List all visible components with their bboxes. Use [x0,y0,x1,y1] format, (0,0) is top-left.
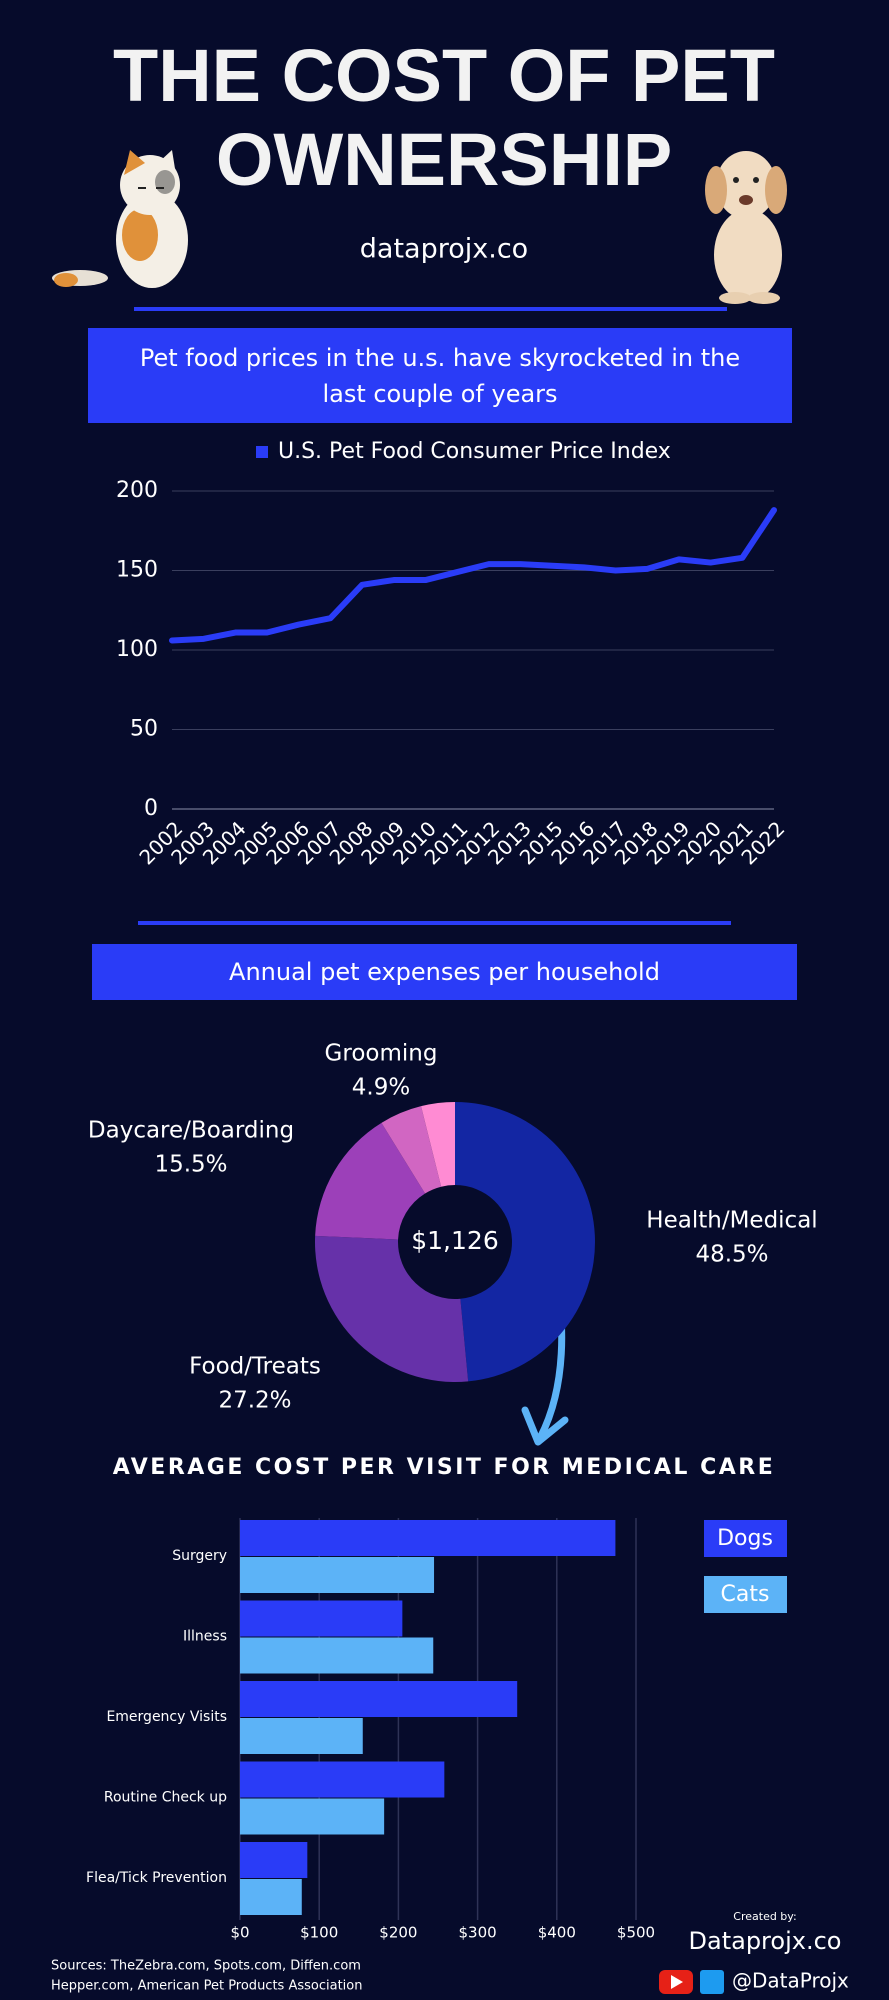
sources: Hepper.com, American Pet Products Associ… [51,1979,362,1994]
legend-label: U.S. Pet Food Consumer Price Index [278,439,671,464]
sources: Sources: TheZebra.com, Spots.com, Diffen… [51,1959,361,1974]
banner: Pet food prices in the u.s. have skyrock… [88,328,792,423]
slice-label: Grooming [325,1041,438,1067]
pie-slice [315,1122,426,1240]
bar [240,1637,434,1674]
x-tick-label: $0 [230,1924,249,1942]
bar [240,1681,518,1717]
pie-slice [455,1102,595,1382]
y-tick-label: Flea/Tick Prevention [86,1870,227,1886]
slice-value: 15.5% [154,1152,227,1178]
bar [240,1761,445,1798]
page-title: THE COST OF PET OWNERSHIP [113,34,775,201]
y-tick-label: 0 [144,796,158,821]
brand: Dataprojx.co [689,1927,842,1955]
slice-label: Daycare/Boarding [88,1118,294,1144]
handle: @DataProjx [732,1969,849,1993]
bar [240,1600,403,1637]
bar [240,1557,435,1593]
bar [240,1718,363,1754]
twitter-icon[interactable] [700,1970,724,1994]
cat-illustration [52,150,188,288]
legend-swatch [704,1520,787,1557]
pie-slice [381,1106,442,1194]
slice-label: Food/Treats [189,1354,321,1380]
y-tick-label: 100 [116,637,158,662]
y-tick-label: Routine Check up [104,1790,227,1806]
pie-center-label: $1,126 [411,1226,498,1255]
chart-title: AVERAGE COST PER VISIT FOR MEDICAL CARE [113,1455,776,1480]
site: dataprojx.co [360,234,528,265]
created-by: Created by: [733,1910,796,1923]
banner: Annual pet expenses per household [92,944,797,1000]
slice-value: 4.9% [352,1075,410,1101]
legend-swatch [704,1576,787,1613]
y-tick-label: 50 [130,717,158,742]
arrow-head [521,1406,569,1446]
x-tick-label: $500 [617,1924,655,1942]
x-tick-label: $100 [300,1924,338,1942]
y-tick-label: Surgery [172,1548,227,1564]
slice-label: Health/Medical [646,1208,817,1234]
line [169,507,777,644]
y-tick-label: 150 [116,558,158,583]
legend-label: Dogs [717,1526,773,1551]
x-tick-label: $400 [538,1924,576,1942]
x-tick-label: $200 [379,1924,417,1942]
x-tick-label: $300 [459,1924,497,1942]
legend-swatch [256,446,268,458]
slice-value: 27.2% [218,1388,291,1414]
y-tick-label: 200 [116,478,158,503]
youtube-play [671,1975,683,1989]
bar [240,1798,385,1835]
bar [240,1842,308,1878]
y-tick-label: Emergency Visits [106,1709,227,1725]
bar [240,1520,616,1556]
legend-label: Cats [721,1582,770,1607]
bar [240,1879,302,1915]
pie-slice [421,1102,455,1187]
slice-value: 48.5% [695,1242,768,1268]
y-tick-label: Illness [183,1629,227,1645]
pie-slice [314,1235,469,1382]
dog-illustration [705,151,787,304]
